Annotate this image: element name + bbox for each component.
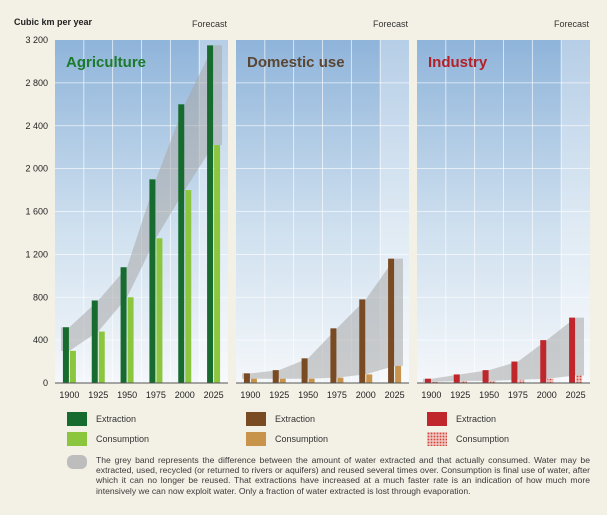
bar-consumption-2000 xyxy=(366,374,373,383)
panel-title: Domestic use xyxy=(247,54,345,71)
bar-extraction-1950 xyxy=(482,370,489,383)
bar-consumption-2025 xyxy=(576,375,583,383)
bar-extraction-2000 xyxy=(178,104,185,383)
panel-title: Industry xyxy=(428,54,488,71)
forecast-label: Forecast xyxy=(373,19,409,29)
y-tick-label: 3 200 xyxy=(25,35,48,45)
bar-extraction-1975 xyxy=(330,328,337,383)
bar-consumption-1975 xyxy=(156,238,163,383)
x-tick-label: 1900 xyxy=(59,390,79,400)
y-tick-label: 400 xyxy=(33,335,48,345)
bar-consumption-1925 xyxy=(98,331,105,383)
bar-consumption-2025 xyxy=(395,365,402,383)
x-tick-label: 2000 xyxy=(356,390,376,400)
bar-consumption-1900 xyxy=(250,378,257,383)
bar-consumption-1950 xyxy=(127,297,134,383)
bar-extraction-1950 xyxy=(301,358,308,383)
bar-extraction-1950 xyxy=(120,267,127,383)
bar-extraction-2000 xyxy=(359,299,366,383)
bar-extraction-1925 xyxy=(272,370,279,383)
x-tick-label: 1900 xyxy=(240,390,260,400)
forecast-label: Forecast xyxy=(192,19,228,29)
bar-consumption-2000 xyxy=(185,190,192,383)
y-axis-label: Cubic km per year xyxy=(14,17,93,27)
legend-domestic-consumption-swatch xyxy=(246,432,266,446)
bar-consumption-1900 xyxy=(69,350,76,383)
legend-agri-consumption-label: Consumption xyxy=(96,434,150,444)
bar-extraction-2000 xyxy=(540,340,547,383)
bar-extraction-1900 xyxy=(424,378,431,383)
legend-agri-consumption-swatch xyxy=(67,432,87,446)
bar-extraction-1925 xyxy=(453,374,460,383)
bar-extraction-2025 xyxy=(388,258,395,383)
bar-extraction-1975 xyxy=(149,179,156,383)
bar-consumption-1925 xyxy=(279,378,286,383)
legend-domestic-extraction-swatch xyxy=(246,412,266,426)
bar-extraction-1925 xyxy=(91,300,98,383)
x-tick-label: 1925 xyxy=(450,390,470,400)
y-tick-label: 2 800 xyxy=(25,78,48,88)
bar-extraction-2025 xyxy=(569,317,576,383)
bar-consumption-1975 xyxy=(518,379,525,383)
legend-domestic-extraction-label: Extraction xyxy=(275,414,316,424)
x-tick-label: 1950 xyxy=(298,390,318,400)
y-tick-label: 800 xyxy=(33,292,48,302)
bar-consumption-2025 xyxy=(214,145,221,383)
x-tick-label: 1925 xyxy=(269,390,289,400)
bar-consumption-1950 xyxy=(308,378,315,383)
grey-band-note: The grey band represents the difference … xyxy=(96,455,590,496)
legend-industry-consumption-swatch xyxy=(427,432,447,446)
y-tick-label: 1 600 xyxy=(25,207,48,217)
bar-extraction-1900 xyxy=(62,327,69,383)
bar-extraction-1975 xyxy=(511,361,518,383)
x-tick-label: 2000 xyxy=(537,390,557,400)
y-tick-label: 2 000 xyxy=(25,164,48,174)
forecast-label: Forecast xyxy=(554,19,590,29)
panel-0: Agriculture xyxy=(55,40,228,384)
legend-grey-band-swatch xyxy=(67,455,87,469)
y-tick-label: 2 400 xyxy=(25,121,48,131)
legend-agri-extraction-label: Extraction xyxy=(96,414,137,424)
x-tick-label: 2025 xyxy=(204,390,224,400)
bar-consumption-1975 xyxy=(337,377,344,383)
legend-domestic-consumption-label: Consumption xyxy=(275,434,329,444)
panel-1: Domestic use xyxy=(236,40,409,384)
x-tick-label: 1975 xyxy=(146,390,166,400)
bar-extraction-1900 xyxy=(243,373,250,383)
panel-title: Agriculture xyxy=(66,54,146,71)
y-tick-label: 0 xyxy=(43,378,48,388)
y-tick-label: 1 200 xyxy=(25,249,48,259)
bar-extraction-2025 xyxy=(207,45,214,383)
legend-industry-extraction-swatch xyxy=(427,412,447,426)
legend-agri-extraction-swatch xyxy=(67,412,87,426)
bar-consumption-1900 xyxy=(431,381,438,383)
x-tick-label: 1925 xyxy=(88,390,108,400)
x-tick-label: 1950 xyxy=(117,390,137,400)
x-tick-label: 1975 xyxy=(508,390,528,400)
bar-consumption-2000 xyxy=(547,378,554,383)
bar-consumption-1925 xyxy=(460,380,467,383)
x-tick-label: 2025 xyxy=(385,390,405,400)
panel-2: Industry xyxy=(417,40,590,384)
x-tick-label: 1950 xyxy=(479,390,499,400)
legend-industry-consumption-label: Consumption xyxy=(456,434,510,444)
x-tick-label: 2025 xyxy=(566,390,586,400)
bar-consumption-1950 xyxy=(489,380,496,383)
x-tick-label: 2000 xyxy=(175,390,195,400)
x-tick-label: 1975 xyxy=(327,390,347,400)
x-tick-label: 1900 xyxy=(421,390,441,400)
legend-industry-extraction-label: Extraction xyxy=(456,414,497,424)
chart: Cubic km per year 0 400 800 1 200 1 600 2 000 2… xyxy=(14,17,590,400)
